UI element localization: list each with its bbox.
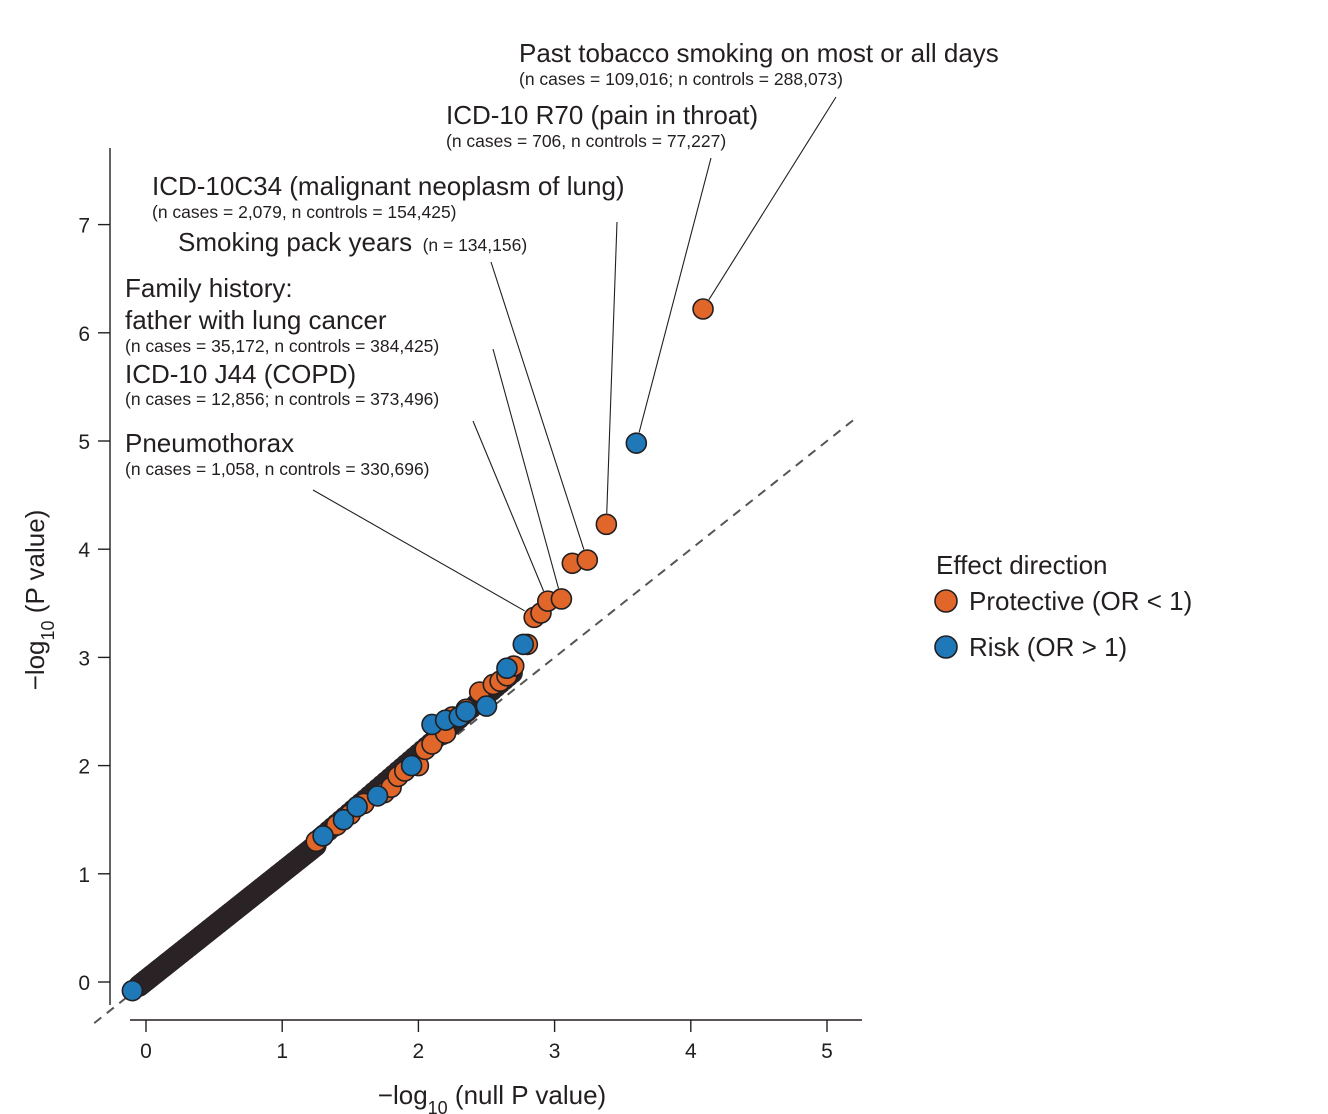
x-tick-label-4: 4 (685, 1040, 697, 1063)
point-risk-1 (312, 825, 334, 847)
annotation-title2-family-history: father with lung cancer (125, 305, 387, 335)
y-tick-label-2: 2 (78, 756, 90, 779)
point-risk-11 (496, 657, 518, 680)
annotation-detail-pneumothorax: (n cases = 1,058, n controls = 330,696) (125, 459, 430, 479)
point-protective-27 (692, 298, 714, 320)
annotation-title-tobacco: Past tobacco smoking on most or all days (519, 38, 999, 68)
point-risk-9 (455, 700, 477, 723)
annotation-detail-copd: (n cases = 12,856; n controls = 373,496) (125, 389, 439, 409)
y-axis-title: −log10 (P value) (20, 510, 58, 691)
legend-label-risk: Risk (OR > 1) (969, 632, 1127, 662)
point-risk-4 (366, 785, 389, 807)
annotation-pack-years: Smoking pack years (n = 134,156) (178, 227, 527, 257)
y-tick-label-4: 4 (78, 539, 90, 562)
point-protective-23 (550, 588, 573, 610)
x-tick-label-2: 2 (413, 1040, 425, 1063)
leader-line-4 (492, 348, 560, 589)
leader-line-6 (312, 489, 525, 612)
point-risk-0 (121, 979, 144, 1002)
legend-title: Effect direction (936, 550, 1108, 580)
leader-line-3 (490, 261, 585, 550)
leader-line-1 (638, 157, 712, 433)
legend-swatch-risk (934, 635, 958, 659)
y-tick-label-7: 7 (78, 215, 90, 238)
annotation-detail-tobacco: (n cases = 109,016; n controls = 288,073… (519, 69, 843, 89)
annotation-title-r70: ICD-10 R70 (pain in throat) (446, 100, 758, 130)
y-tick-label-0: 0 (78, 972, 90, 995)
legend-swatch-protective (934, 589, 958, 613)
leader-line-0 (708, 96, 837, 300)
annotation-title-copd: ICD-10 J44 (COPD) (125, 359, 356, 389)
annotation-title-family-history: Family history: (125, 273, 293, 303)
annotation-title-c34: ICD-10C34 (malignant neoplasm of lung) (152, 171, 625, 201)
legend-label-protective: Protective (OR < 1) (969, 586, 1192, 616)
leader-line-5 (472, 420, 545, 592)
y-tick-label-6: 6 (78, 323, 90, 346)
point-risk-10 (475, 695, 498, 717)
y-tick-label-1: 1 (78, 864, 90, 887)
x-tick-label-1: 1 (276, 1040, 288, 1063)
annotation-detail-pack-years: (n = 134,156) (423, 235, 528, 255)
point-protective-26 (595, 513, 618, 536)
point-risk-13 (625, 432, 648, 454)
point-risk-3 (346, 795, 368, 818)
y-tick-label-5: 5 (78, 431, 90, 454)
x-tick-label-3: 3 (549, 1040, 561, 1063)
y-tick-label-3: 3 (78, 647, 90, 670)
annotation-title-pack-years: Smoking pack years (178, 227, 412, 257)
point-protective-25 (576, 549, 599, 571)
annotation-title-pneumothorax: Pneumothorax (125, 428, 294, 458)
annotation-detail-r70: (n cases = 706, n controls = 77,227) (446, 131, 726, 151)
point-risk-2 (332, 808, 355, 831)
leader-line-2 (606, 221, 618, 514)
point-risk-12 (512, 633, 535, 656)
annotation-detail-c34: (n cases = 2,079, n controls = 154,425) (152, 202, 457, 222)
x-tick-label-5: 5 (821, 1040, 833, 1063)
x-tick-label-0: 0 (140, 1040, 152, 1063)
point-risk-5 (400, 754, 423, 777)
x-axis-title: −log10 (null P value) (378, 1080, 606, 1114)
annotation-detail-family-history: (n cases = 35,172, n controls = 384,425) (125, 336, 439, 356)
